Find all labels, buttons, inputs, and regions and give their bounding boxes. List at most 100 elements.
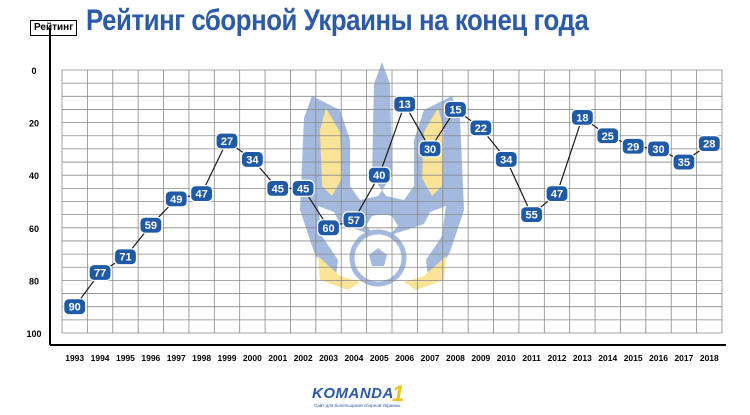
data-label: 27 — [221, 136, 233, 148]
x-tick-label: 2007 — [421, 353, 440, 363]
data-label: 13 — [399, 99, 411, 111]
data-point: 71 — [113, 248, 138, 266]
data-point: 34 — [240, 150, 264, 169]
data-label: 35 — [678, 157, 690, 169]
football-panel — [369, 248, 387, 266]
x-tick-label: 2011 — [522, 353, 541, 363]
x-tick-label: 1998 — [192, 353, 211, 363]
data-point-marker — [596, 127, 620, 145]
y-axis-label: Рейтинг — [30, 20, 78, 36]
data-point-marker — [215, 132, 239, 150]
x-tick-label: 1997 — [167, 353, 186, 363]
data-point: 13 — [393, 95, 417, 113]
data-label: 22 — [475, 123, 487, 135]
data-point-marker — [570, 108, 594, 126]
x-tick-label: 2008 — [446, 353, 465, 363]
data-point: 15 — [443, 100, 468, 119]
brand-tagline: Сайт для болельщиков сборной Украины — [314, 403, 401, 408]
data-point: 35 — [672, 153, 696, 171]
y-tick-label: 100 — [26, 329, 41, 339]
data-label: 25 — [602, 131, 614, 143]
data-label: 90 — [69, 302, 81, 314]
data-point: 22 — [469, 119, 493, 137]
data-label: 28 — [703, 139, 715, 151]
data-point: 47 — [545, 185, 569, 203]
data-label: 30 — [424, 144, 436, 156]
x-tick-label: 2001 — [268, 353, 287, 363]
x-tick-label: 2006 — [395, 353, 414, 363]
data-label: 47 — [195, 189, 207, 201]
x-tick-label: 2012 — [548, 353, 567, 363]
komanda1-logo: KOMANDA 1 Сайт для болельщиков сборной У… — [312, 383, 412, 410]
x-tick-label: 2014 — [598, 353, 617, 363]
data-point-marker — [139, 216, 163, 234]
x-tick-label: 1996 — [141, 353, 160, 363]
data-point: 29 — [621, 137, 645, 155]
brand-name: KOMANDA — [312, 385, 394, 402]
data-label: 59 — [145, 220, 157, 232]
y-tick-label: 0 — [31, 66, 36, 76]
y-tick-label: 20 — [29, 119, 39, 129]
data-point: 45 — [266, 179, 290, 197]
data-point: 28 — [697, 135, 721, 153]
data-point-marker — [697, 135, 721, 153]
data-point-marker — [164, 190, 188, 208]
x-tick-label: 2016 — [649, 353, 668, 363]
data-point: 30 — [418, 140, 442, 158]
data-point-marker — [393, 95, 417, 113]
x-tick-label: 2005 — [370, 353, 389, 363]
data-label: 55 — [525, 210, 537, 222]
football-icon — [349, 229, 407, 287]
chart-grid — [61, 69, 723, 334]
data-point-marker — [545, 185, 569, 203]
data-point: 25 — [596, 127, 620, 145]
data-point-marker — [63, 298, 87, 316]
data-label: 71 — [119, 252, 131, 264]
x-tick-label: 1995 — [116, 353, 135, 363]
data-label: 77 — [94, 268, 106, 280]
x-tick-label: 2010 — [497, 353, 516, 363]
data-point: 30 — [646, 140, 671, 158]
data-point-marker — [646, 140, 671, 158]
chart-axes — [49, 28, 726, 346]
y-tick-label: 60 — [29, 224, 39, 234]
data-point: 40 — [367, 166, 391, 184]
data-point-marker — [113, 248, 138, 266]
data-label: 60 — [322, 223, 334, 235]
data-point-marker — [316, 219, 341, 237]
data-label: 29 — [627, 141, 639, 153]
x-tick-label: 2009 — [471, 353, 490, 363]
x-tick-label: 1994 — [91, 353, 110, 363]
data-point: 27 — [215, 132, 239, 150]
data-label: 49 — [170, 194, 182, 206]
data-point-marker — [469, 119, 493, 137]
data-label: 45 — [272, 183, 284, 195]
data-point-marker — [367, 166, 391, 184]
x-tick-label: 1999 — [218, 353, 237, 363]
data-point-marker — [672, 153, 696, 171]
chart-title: Рейтинг сборной Украины на конец года — [86, 4, 589, 37]
data-point: 60 — [316, 219, 341, 237]
data-label: 40 — [373, 170, 385, 182]
data-point: 90 — [63, 298, 87, 316]
data-point-marker — [291, 179, 315, 197]
data-label: 18 — [576, 112, 588, 124]
x-tick-label: 2018 — [700, 353, 719, 363]
data-point: 77 — [88, 263, 112, 282]
data-point-marker — [240, 150, 264, 169]
data-point-marker — [621, 137, 645, 155]
data-point-marker — [88, 263, 112, 282]
trident-yellow-part — [318, 108, 446, 290]
y-tick-label: 80 — [29, 276, 39, 286]
data-point-marker — [190, 185, 214, 203]
data-point-marker — [266, 179, 290, 197]
data-point: 47 — [190, 185, 214, 203]
data-label: 34 — [500, 154, 513, 166]
y-tick-label: 40 — [29, 171, 39, 181]
data-point-marker — [520, 206, 544, 224]
data-label: 30 — [652, 144, 664, 156]
data-point-marker — [443, 100, 468, 119]
data-label: 47 — [551, 189, 563, 201]
x-tick-label: 2013 — [573, 353, 592, 363]
